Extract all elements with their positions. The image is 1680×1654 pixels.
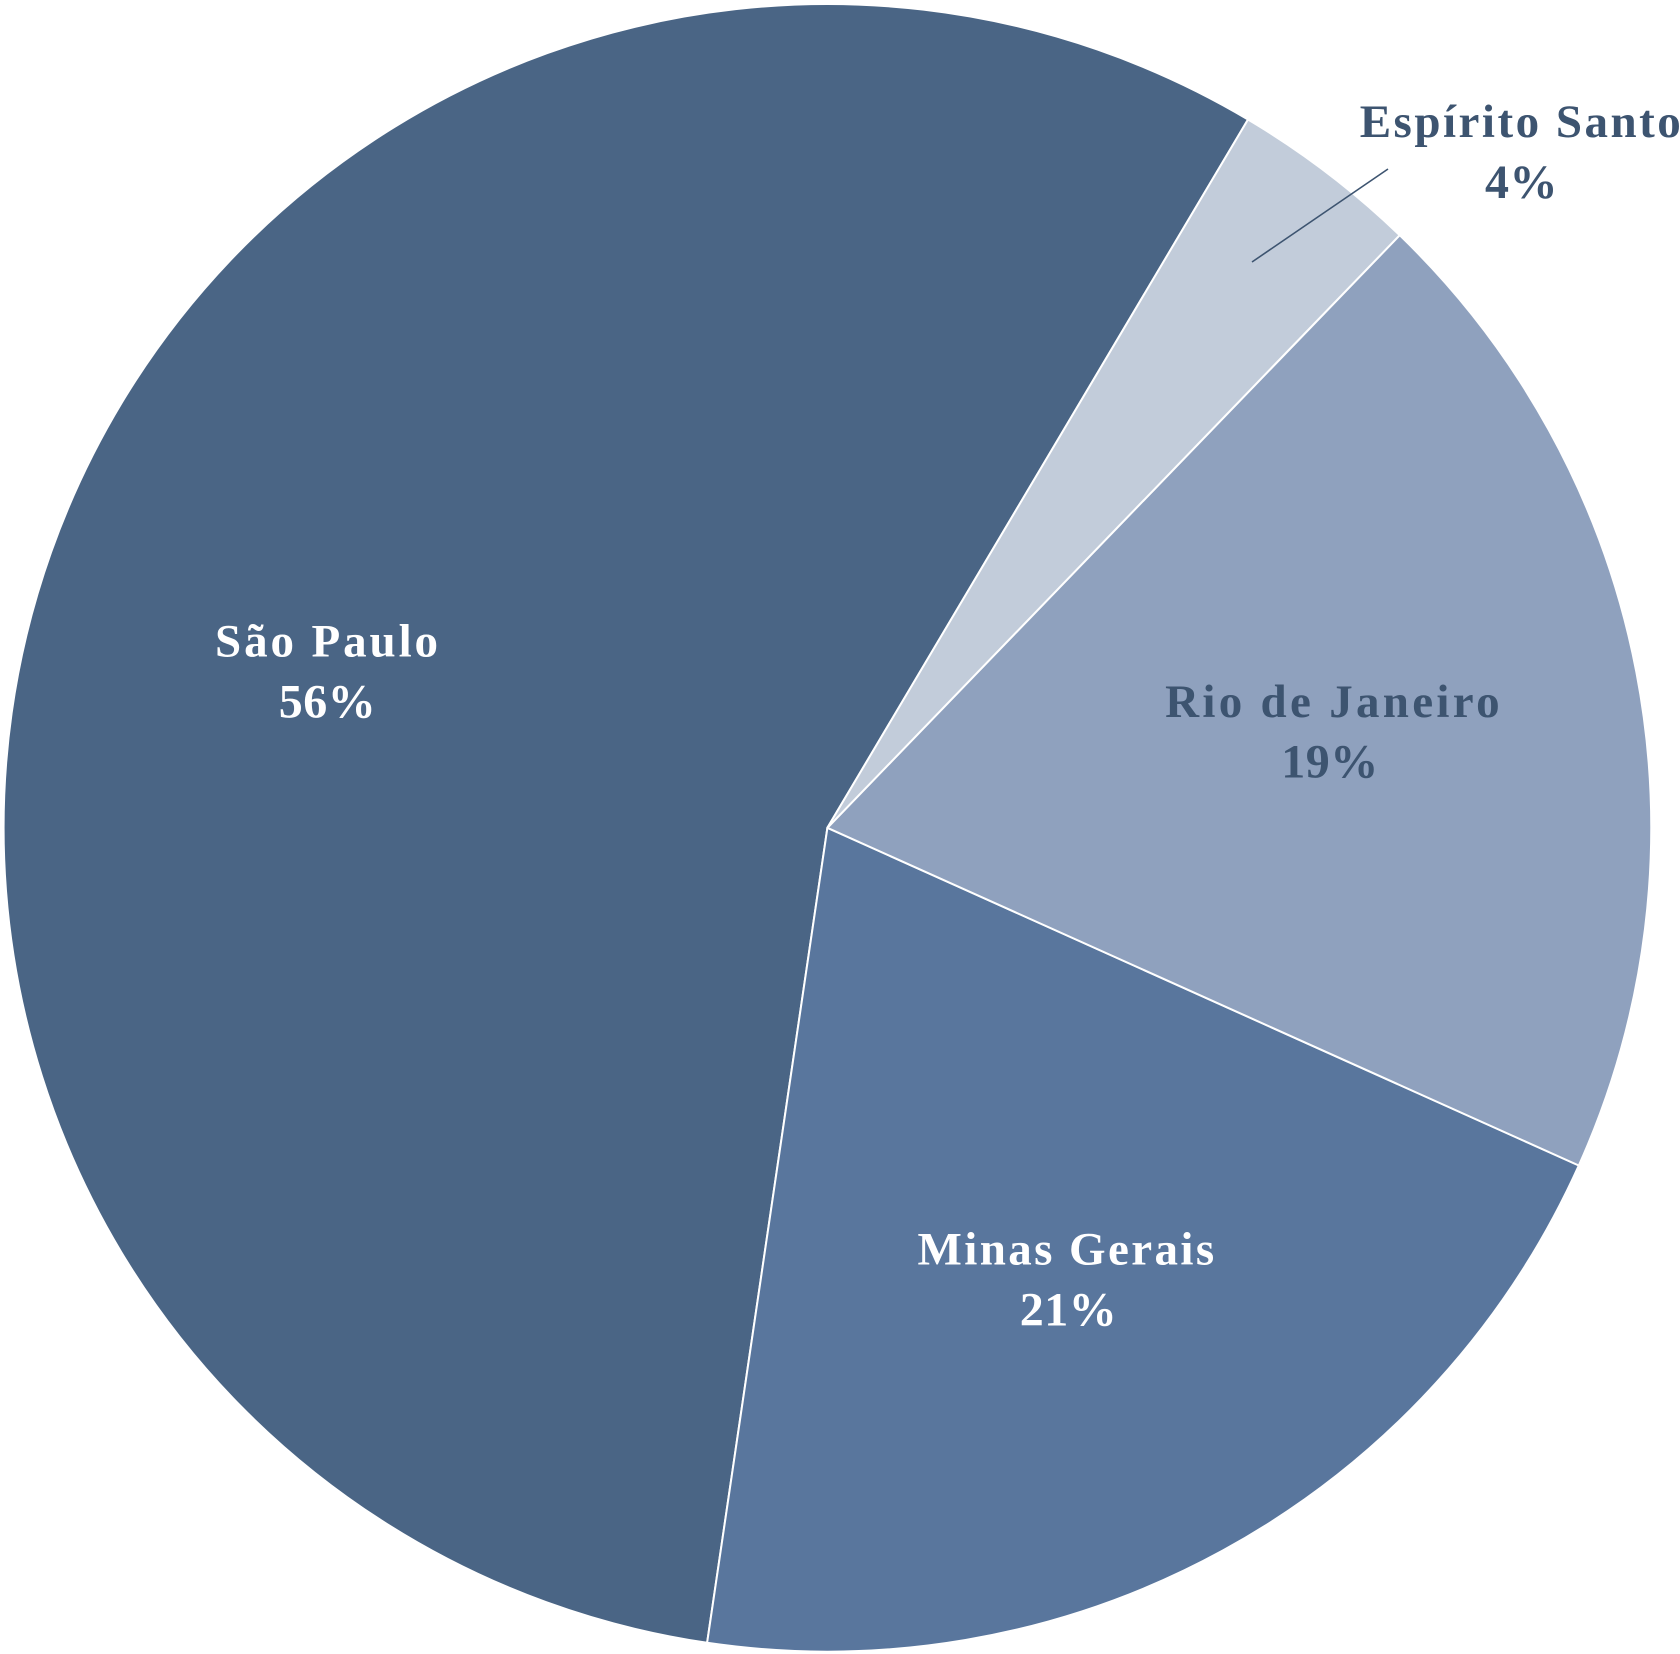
svg-text:Minas Gerais: Minas Gerais: [917, 1224, 1216, 1276]
svg-text:56%: 56%: [279, 675, 377, 728]
svg-text:São Paulo: São Paulo: [215, 615, 441, 667]
svg-text:19%: 19%: [1281, 736, 1379, 789]
svg-text:4%: 4%: [1485, 156, 1558, 209]
svg-text:21%: 21%: [1020, 1284, 1118, 1337]
svg-text:Espírito Santo: Espírito Santo: [1360, 96, 1680, 148]
svg-text:Rio de Janeiro: Rio de Janeiro: [1165, 676, 1503, 728]
